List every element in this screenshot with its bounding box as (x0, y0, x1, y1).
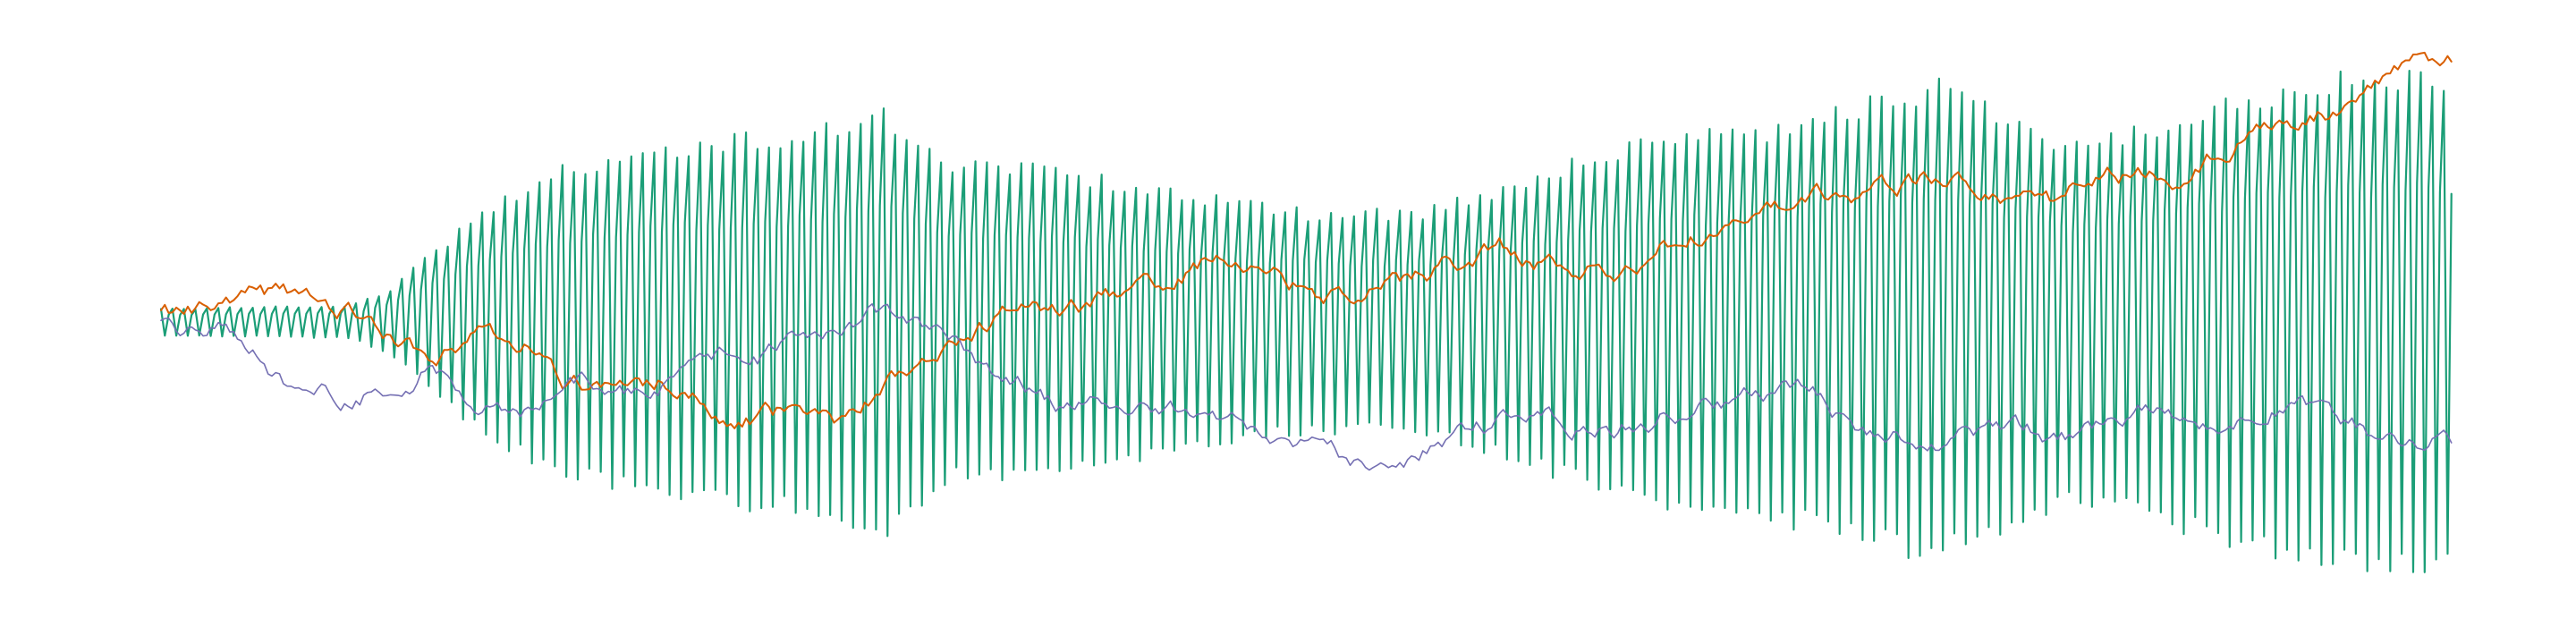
plot-area (159, 51, 2453, 573)
series-3-falling-walk-line (160, 303, 2453, 471)
series-2-rising-walk-line (160, 51, 2453, 429)
series-1-oscillating-line (159, 70, 2453, 573)
